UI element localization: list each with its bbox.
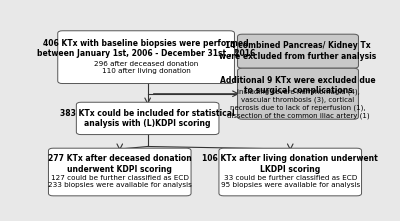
Text: including severe hemmorhagia (4),
vascular thrombosis (3), cortical
necrosis due: including severe hemmorhagia (4), vascul…: [227, 89, 369, 119]
FancyBboxPatch shape: [48, 148, 191, 196]
Text: 14 combined Pancreas/ Kidney Tx
were excluded from further analysis: 14 combined Pancreas/ Kidney Tx were exc…: [219, 41, 377, 61]
FancyBboxPatch shape: [238, 34, 358, 68]
FancyBboxPatch shape: [58, 31, 234, 84]
Text: 33 could be further classified as ECD
95 biopsies were available for analysis: 33 could be further classified as ECD 95…: [221, 175, 360, 188]
FancyBboxPatch shape: [238, 68, 358, 119]
Text: 296 after deceased donation
110 after living donation: 296 after deceased donation 110 after li…: [94, 61, 198, 74]
Text: 383 KTx could be included for statistical
analysis with (L)KDPI scoring: 383 KTx could be included for statistica…: [60, 109, 235, 128]
FancyBboxPatch shape: [76, 102, 219, 135]
Text: Additional 9 KTx were excluded due
to surgical complications: Additional 9 KTx were excluded due to su…: [220, 76, 376, 95]
FancyBboxPatch shape: [219, 148, 362, 196]
Text: 277 KTx after deceased donation
underwent KDPI scoring: 277 KTx after deceased donation underwen…: [48, 154, 192, 174]
Text: 106 KTx after living donation underwent
LKDPI scoring: 106 KTx after living donation underwent …: [202, 154, 378, 174]
Text: 127 could be further classified as ECD
233 biopsies were available for analysis: 127 could be further classified as ECD 2…: [48, 175, 192, 188]
Text: 406 KTx with baseline biopsies were performed
between January 1st, 2006 - Decemb: 406 KTx with baseline biopsies were perf…: [37, 39, 255, 58]
